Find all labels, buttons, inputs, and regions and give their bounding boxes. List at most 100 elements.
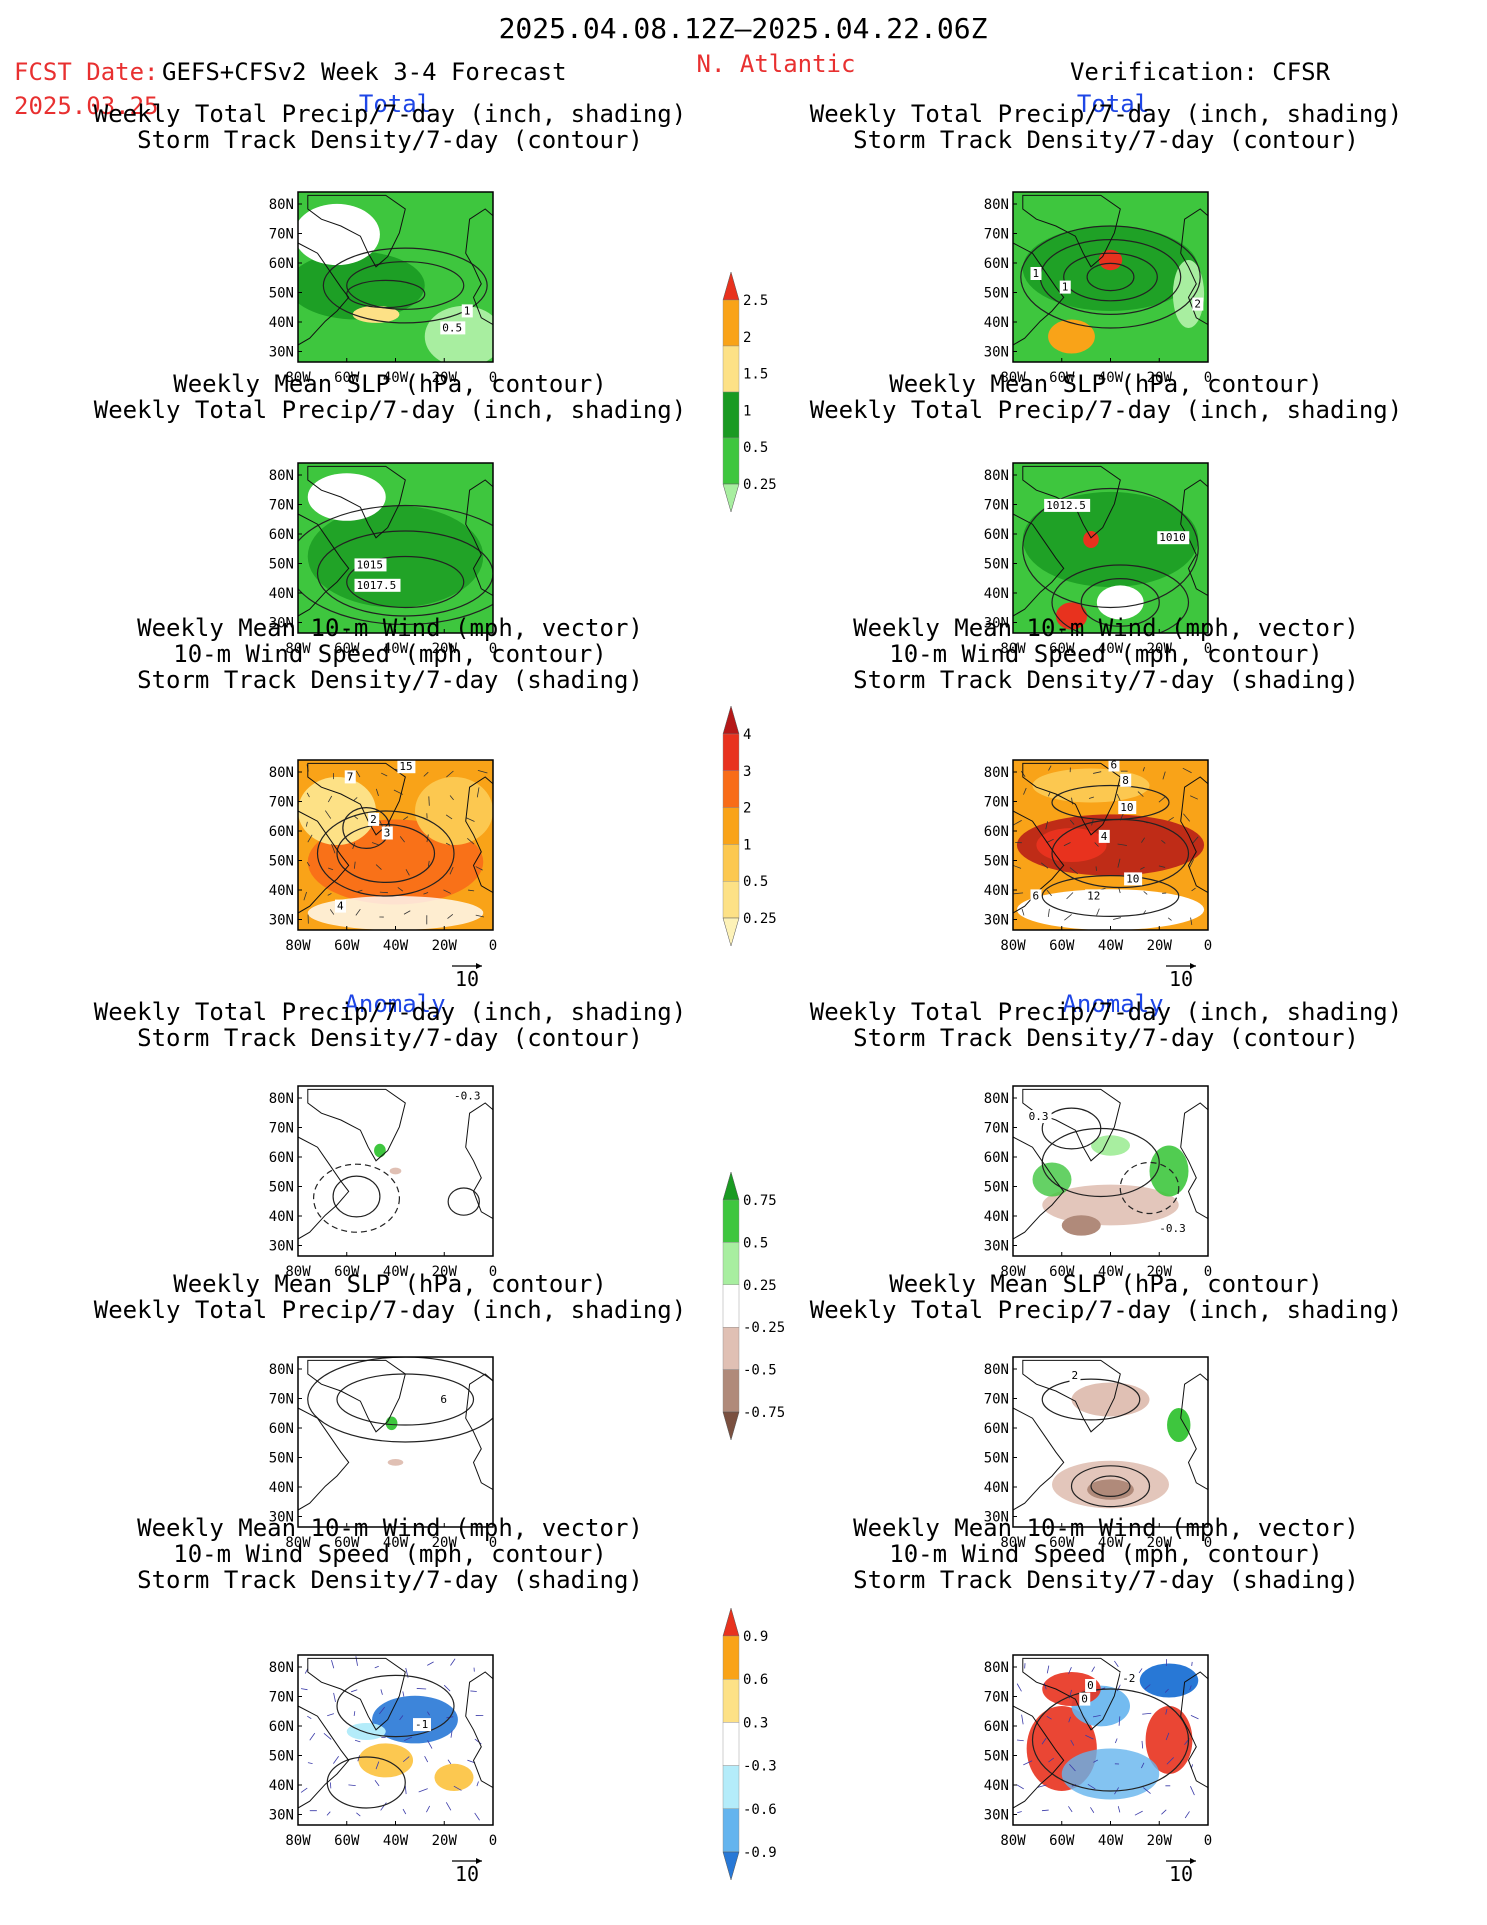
period-title: 2025.04.08.12Z–2025.04.22.06Z	[499, 12, 988, 45]
lat-label: 60N	[984, 527, 1009, 543]
wind-vector	[1048, 765, 1052, 771]
panel-title-line: Weekly Mean SLP (hPa, contour)	[889, 1270, 1322, 1298]
wind-vector	[1161, 840, 1166, 844]
colorbar-level: 2.5	[743, 293, 768, 309]
wind-vector	[405, 869, 410, 876]
contour-label-bg	[1069, 1369, 1081, 1383]
map-panel-8: 0.3 -0.3 80N 70N 60N 50N 40N 30N 80W 60W 40W 20W 0 We…	[810, 998, 1402, 1280]
lat-label: 30N	[269, 1510, 294, 1526]
wind-vector	[355, 770, 361, 778]
lon-label: 60W	[1049, 641, 1075, 657]
wind-vector	[1046, 889, 1052, 897]
coastline	[1022, 762, 1121, 836]
wind-vector	[371, 842, 379, 846]
wind-vector	[1069, 1763, 1076, 1772]
wind-vector	[402, 1808, 407, 1815]
colorbar-segment	[722, 299, 740, 347]
wind-vector	[1142, 767, 1145, 772]
lat-label: 40N	[269, 586, 294, 602]
lon-label: 20W	[1147, 1535, 1173, 1551]
map-plot-area: 2	[1013, 1357, 1208, 1527]
panel-title-line: Weekly Mean 10-m Wind (mph, vector)	[137, 1514, 643, 1542]
coastline	[465, 1373, 493, 1491]
contour-line	[316, 530, 493, 617]
wind-vector	[1023, 1760, 1033, 1766]
wind-vector	[300, 1787, 308, 1793]
lat-label: 60N	[269, 527, 294, 543]
panel-title-line: Weekly Mean 10-m Wind (mph, vector)	[137, 614, 643, 642]
contour-label: 2	[1194, 298, 1201, 311]
shading-cell	[415, 777, 493, 845]
wind-vector	[1068, 1716, 1071, 1723]
panel-title-line: Weekly Mean 10-m Wind (mph, vector)	[853, 614, 1359, 642]
colorbar-segment	[722, 437, 740, 485]
colorbar-level: 0.6	[743, 1672, 768, 1688]
lon-label: 20W	[432, 938, 458, 954]
wind-vector	[353, 861, 356, 869]
wind-vector	[1066, 892, 1074, 900]
contour-line	[1080, 578, 1160, 627]
panel-title-line: Storm Track Density/7-day (shading)	[853, 666, 1359, 694]
coastline	[1022, 1359, 1121, 1433]
coastline	[1180, 1373, 1208, 1491]
wind-vector	[1045, 821, 1049, 830]
lon-label: 60W	[1049, 1535, 1075, 1551]
wind-vector	[427, 860, 430, 867]
colorbar-segment	[722, 1635, 740, 1680]
wind-vector	[1191, 887, 1196, 892]
wind-vector	[1093, 771, 1102, 774]
shading-cell	[346, 1723, 386, 1740]
contour-label-bg	[440, 321, 466, 335]
shading-cell	[352, 305, 400, 323]
contour-label: 1	[1062, 281, 1069, 294]
panel-title-line: Weekly Mean 10-m Wind (mph, vector)	[853, 1514, 1359, 1542]
colorbar-segment	[722, 807, 740, 845]
wind-vector	[424, 1755, 429, 1763]
lat-label: 30N	[269, 616, 294, 632]
panel-title-line: Weekly Mean SLP (hPa, contour)	[173, 370, 606, 398]
fcst-date-value: 2025.03.25	[14, 92, 159, 120]
coastline	[1013, 810, 1065, 914]
lon-label: 40W	[383, 1535, 409, 1551]
lat-label: 70N	[984, 1121, 1009, 1137]
colorbar-segment	[722, 1199, 740, 1243]
coastline	[307, 1657, 406, 1731]
vector-ref-head	[476, 1858, 482, 1864]
contour-label: 0	[1087, 1679, 1094, 1692]
lon-label: 80W	[1000, 1833, 1026, 1849]
contour-label-bg	[354, 558, 387, 572]
panel-title-line: Storm Track Density/7-day (shading)	[853, 1566, 1359, 1594]
panel-title-line: Weekly Total Precip/7-day (inch, shading…	[94, 100, 686, 128]
contour-line	[313, 1163, 401, 1233]
wind-vector	[379, 1706, 386, 1715]
contour-label-bg	[1079, 1692, 1091, 1706]
lat-label: 50N	[984, 557, 1009, 573]
contour-line	[298, 504, 493, 626]
wind-vector	[1070, 1739, 1075, 1746]
wind-vector	[402, 1691, 405, 1697]
map-panel-7: -0.3 80N 70N 60N 50N 40N 30N 80W 60W 40W 20W 0 Weekl…	[94, 998, 686, 1280]
contour-label-bg	[1044, 498, 1091, 512]
contour-label-bg	[368, 812, 380, 826]
contour-line	[1022, 487, 1199, 609]
verification-title: Verification: CFSR	[1070, 58, 1331, 86]
colorbar-cap	[722, 1411, 740, 1441]
lat-label: 80N	[984, 197, 1009, 213]
wind-vector	[443, 1684, 451, 1692]
contour-label-bg	[413, 1718, 431, 1732]
colorbar-segment	[722, 1284, 740, 1328]
wind-vector	[1140, 866, 1145, 870]
lat-label: 70N	[269, 1690, 294, 1706]
lon-label: 80W	[285, 370, 311, 386]
wind-vector	[1158, 865, 1166, 868]
wind-vector	[353, 797, 358, 801]
wind-vector	[306, 861, 310, 867]
wind-vector	[476, 787, 480, 798]
lat-label: 70N	[269, 1392, 294, 1408]
contour-label: 3	[384, 827, 391, 840]
wind-vector	[477, 769, 488, 774]
contour-label-bg	[438, 1392, 450, 1406]
wind-vector	[333, 1692, 336, 1702]
coastline	[465, 776, 493, 894]
